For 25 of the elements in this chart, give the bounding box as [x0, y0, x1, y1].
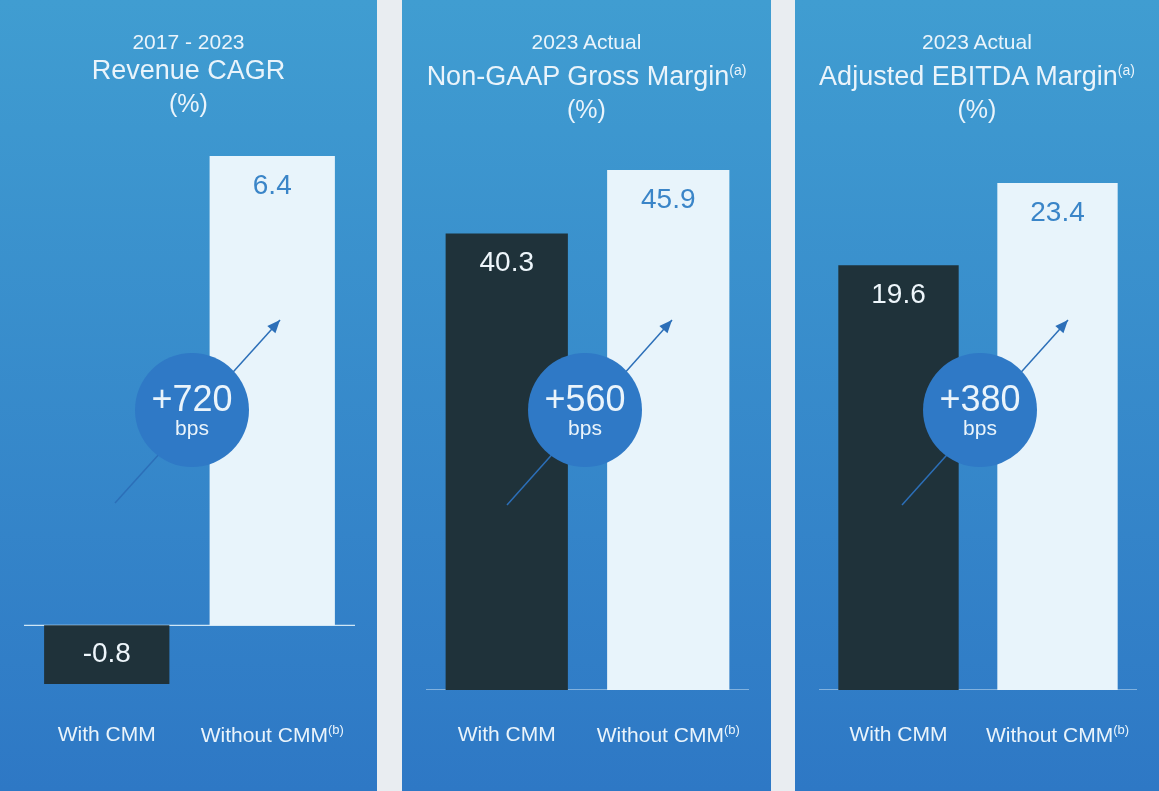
chart-subtitle: 2017 - 2023	[131, 30, 246, 54]
y-axis-title: (%)	[168, 88, 209, 119]
chart-subtitle: 2023 Actual	[921, 30, 1033, 54]
x-tick-label: Without CMM$^{(b)}$	[985, 722, 1130, 747]
data-label: 19.6	[871, 278, 926, 310]
chart-title: Revenue CAGR	[90, 54, 287, 86]
data-label: 40.3	[479, 246, 534, 278]
data-label: 23.4	[1030, 195, 1085, 227]
data-label: 6.4	[252, 168, 292, 200]
y-axis-title: (%)	[566, 94, 607, 125]
circle-badge: +720 bps	[135, 353, 249, 467]
chart-title: Non-GAAP Gross Margin$^{(a)}$	[425, 60, 748, 92]
x-tick-label: Without CMM$^{(b)}$	[200, 722, 344, 747]
data-label: -0.8	[82, 637, 131, 669]
data-label: 45.9	[641, 182, 696, 214]
annotation: +720 bps	[150, 378, 234, 439]
chart-subtitle: 2023 Actual	[530, 30, 643, 54]
x-tick-label: With CMM	[849, 722, 948, 746]
x-tick-label: With CMM	[57, 722, 156, 746]
annotation: +380 bps	[938, 378, 1022, 439]
chart-title: Adjusted EBITDA Margin$^{(a)}$	[818, 60, 1136, 92]
x-tick-label: With CMM	[457, 722, 556, 746]
y-axis-title: (%)	[956, 94, 998, 125]
x-tick-label: Without CMM$^{(b)}$	[596, 722, 740, 747]
annotation: +560 bps	[543, 378, 627, 439]
